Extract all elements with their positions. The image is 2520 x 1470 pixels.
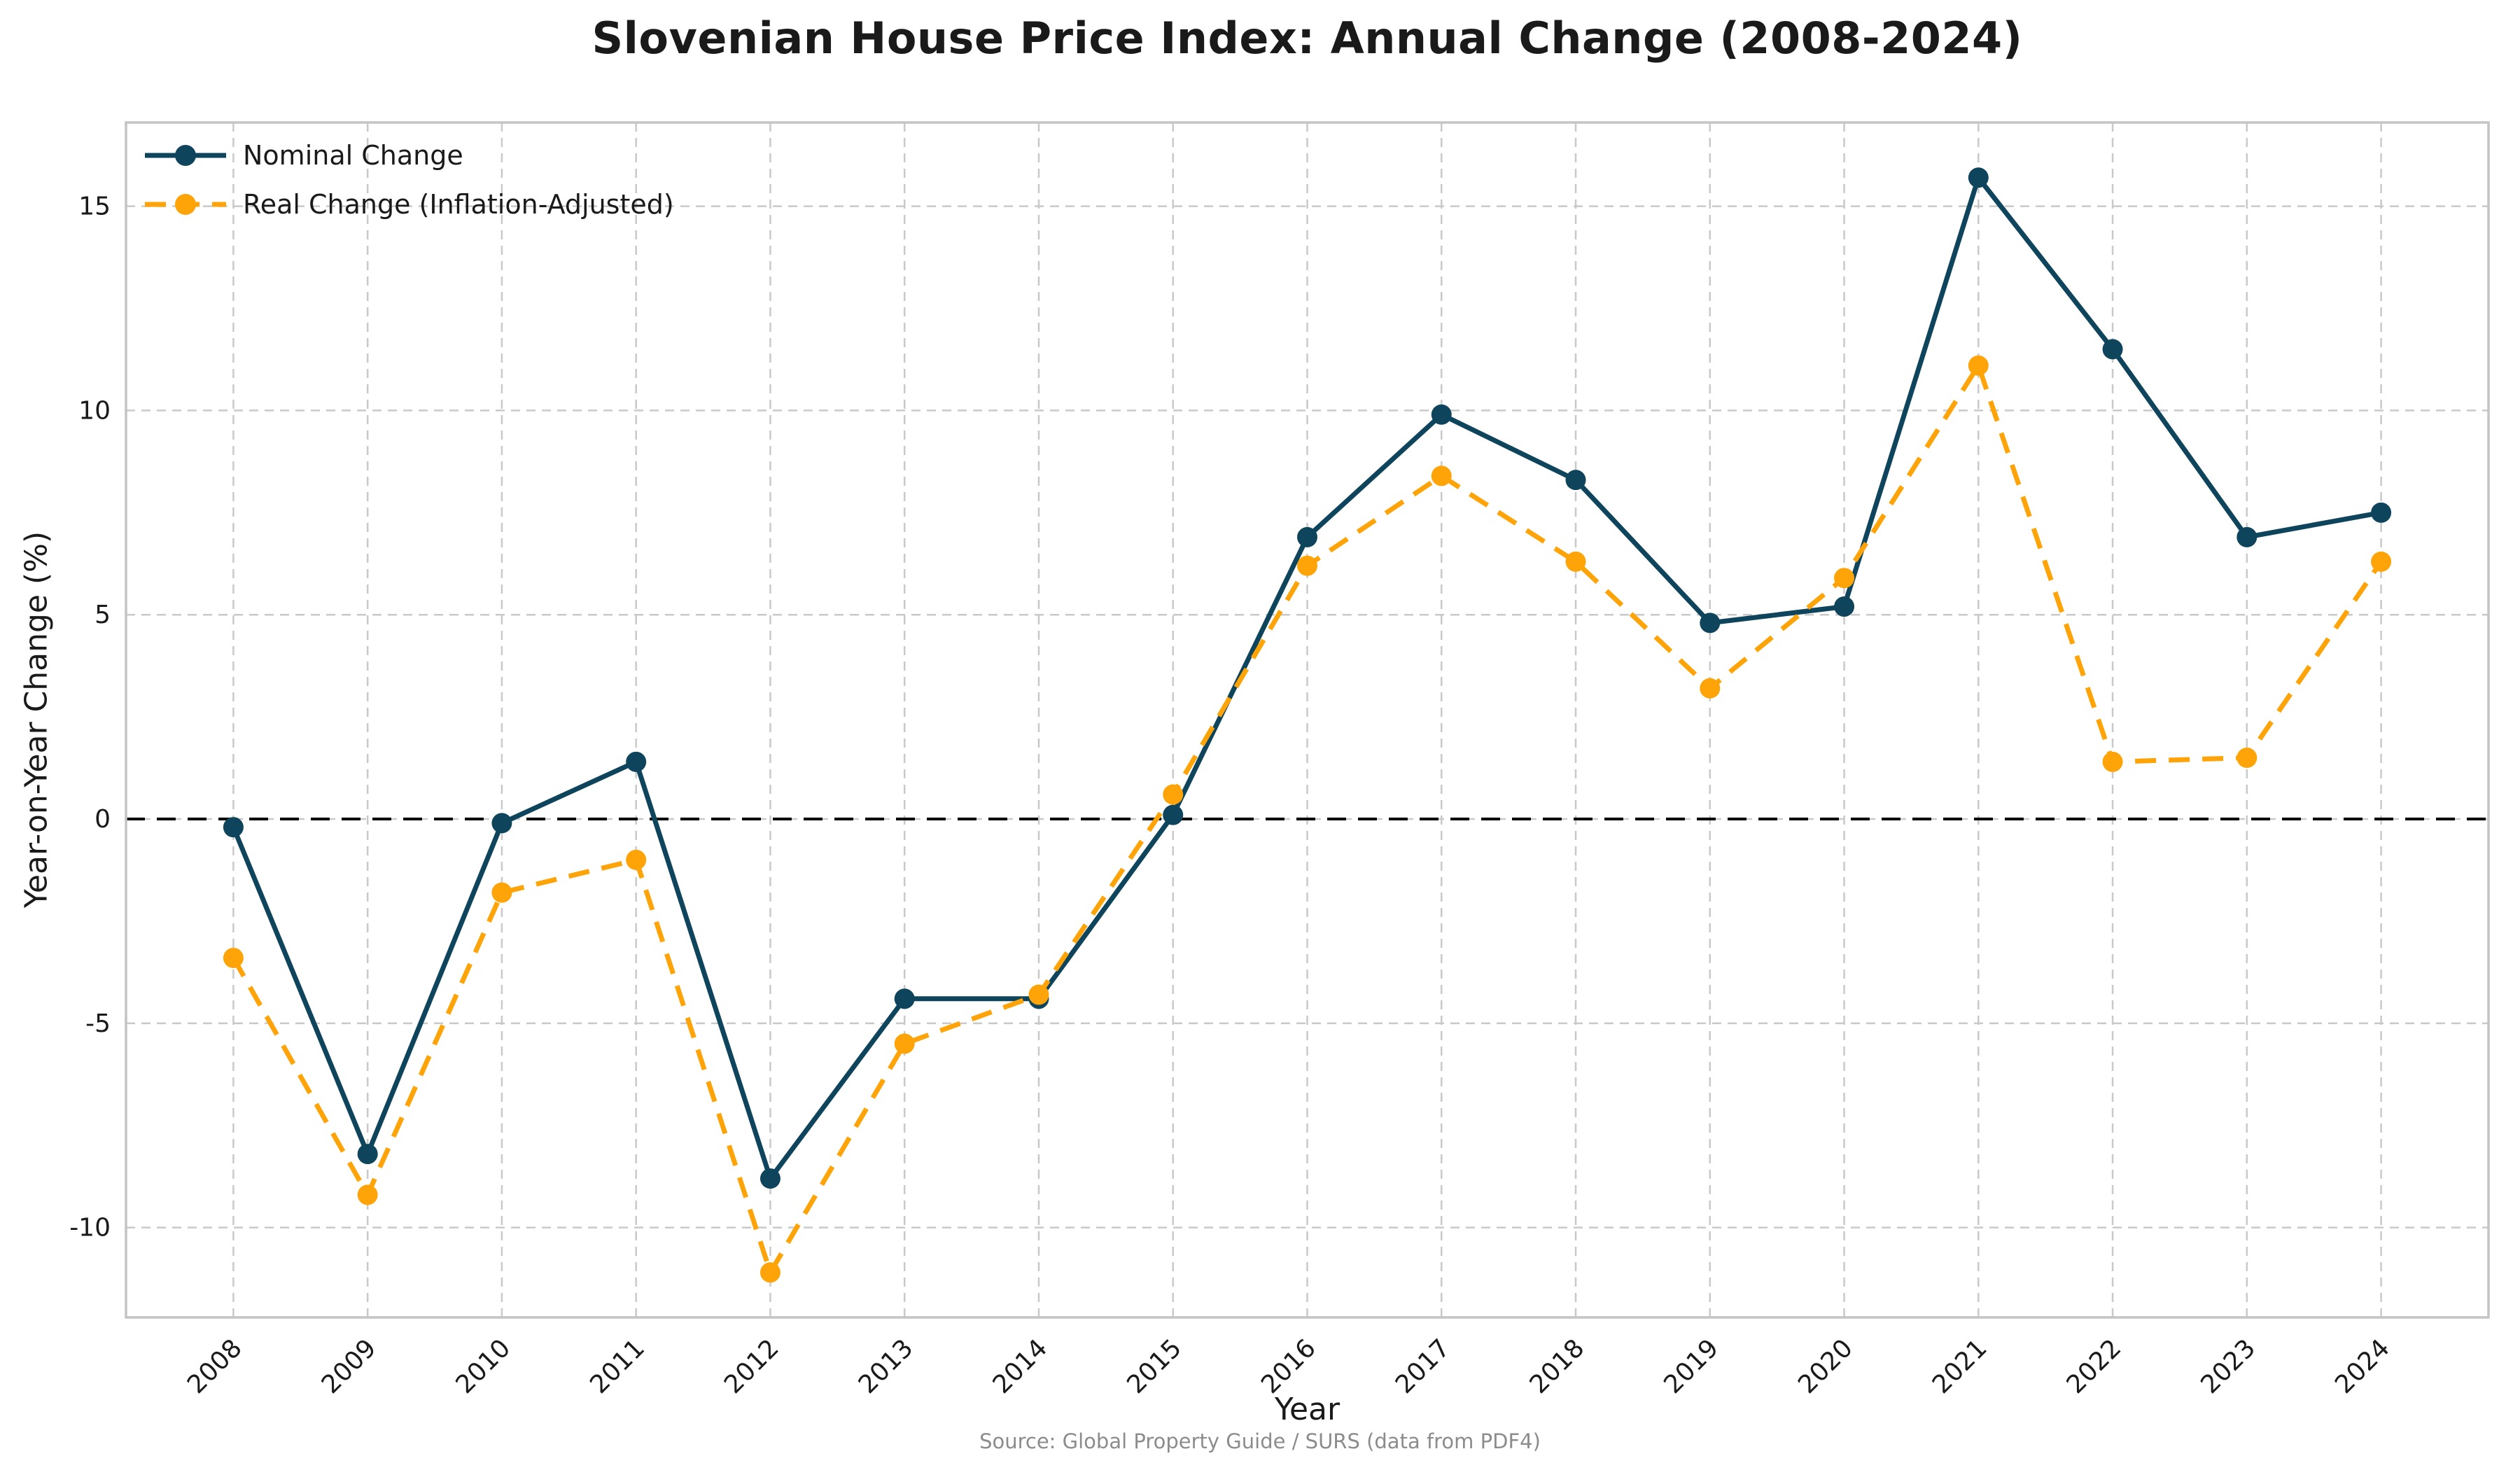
real-marker-2009 [357, 1184, 378, 1205]
x-tick-label-2021: 2021 [1927, 1334, 1993, 1399]
real-marker-2008 [223, 947, 244, 968]
real-marker-2022 [2102, 751, 2123, 772]
y-axis-label: Year-on-Year Change (%) [18, 531, 55, 909]
x-tick-label-2014: 2014 [988, 1334, 1054, 1399]
real-marker-2023 [2236, 747, 2258, 768]
legend: Nominal Change Real Change (Inflation-Ad… [144, 136, 674, 224]
y-tick-label--10: -10 [69, 1214, 111, 1242]
x-tick-label-2024: 2024 [2330, 1334, 2395, 1399]
x-tick-label-2012: 2012 [719, 1334, 785, 1399]
real-marker-2021 [1968, 355, 1989, 376]
y-tick-label-5: 5 [94, 601, 111, 629]
real-marker-2010 [491, 882, 512, 903]
real-marker-2020 [1834, 568, 1855, 589]
x-tick-label-2016: 2016 [1256, 1334, 1322, 1399]
plot-border [125, 121, 2490, 1319]
real-marker-2016 [1297, 555, 1317, 576]
nominal-marker-2013 [894, 988, 915, 1009]
nominal-marker-2008 [223, 817, 244, 838]
nominal-marker-2018 [1565, 470, 1586, 491]
chart-title: Slovenian House Price Index: Annual Chan… [592, 13, 2023, 64]
nominal-marker-2016 [1297, 526, 1317, 547]
real-marker-2019 [1700, 678, 1721, 699]
x-tick-label-2020: 2020 [1793, 1334, 1858, 1399]
real-series-swatch-icon [145, 194, 226, 215]
legend-label-nominal: Nominal Change [243, 140, 463, 171]
y-tick-label-15: 15 [78, 192, 111, 221]
real-marker-2014 [1028, 984, 1049, 1005]
nominal-marker-2022 [2102, 339, 2123, 360]
nominal-marker-2021 [1968, 167, 1989, 188]
nominal-marker-2015 [1163, 804, 1184, 825]
x-tick-label-2019: 2019 [1658, 1334, 1724, 1399]
x-tick-label-2022: 2022 [2062, 1334, 2127, 1399]
x-tick-label-2011: 2011 [584, 1334, 650, 1399]
legend-item-nominal: Nominal Change [144, 136, 674, 175]
nominal-marker-2019 [1700, 612, 1721, 634]
nominal-marker-2012 [760, 1168, 780, 1189]
nominal-marker-2023 [2236, 526, 2258, 547]
nominal-marker-2024 [2371, 502, 2392, 523]
legend-label-real: Real Change (Inflation-Adjusted) [243, 189, 674, 220]
x-tick-label-2017: 2017 [1390, 1334, 1456, 1399]
x-tick-label-2010: 2010 [451, 1334, 517, 1399]
real-marker-2018 [1565, 551, 1586, 572]
real-marker-2012 [760, 1262, 780, 1283]
nominal-marker-2020 [1834, 596, 1855, 617]
y-tick-label--5: -5 [85, 1009, 111, 1038]
x-axis-label: Year [1274, 1392, 1340, 1427]
x-tick-label-2023: 2023 [2195, 1334, 2261, 1399]
x-tick-label-2018: 2018 [1525, 1334, 1590, 1399]
legend-item-real: Real Change (Inflation-Adjusted) [144, 185, 674, 224]
real-marker-2011 [626, 849, 647, 870]
real-marker-2024 [2371, 551, 2392, 572]
real-marker-2017 [1431, 465, 1452, 486]
nominal-series-swatch-icon [145, 145, 226, 166]
nominal-marker-2017 [1431, 404, 1452, 425]
source-note: Source: Global Property Guide / SURS (da… [979, 1429, 1541, 1453]
real-marker-2013 [894, 1033, 915, 1054]
x-tick-label-2008: 2008 [182, 1334, 248, 1399]
y-tick-label-0: 0 [94, 805, 111, 834]
real-marker-2015 [1163, 784, 1184, 805]
nominal-marker-2011 [626, 751, 647, 772]
nominal-marker-2010 [491, 813, 512, 834]
x-tick-label-2013: 2013 [853, 1334, 919, 1399]
y-tick-label-10: 10 [78, 396, 111, 425]
x-tick-label-2009: 2009 [316, 1334, 382, 1399]
nominal-marker-2009 [357, 1144, 378, 1165]
x-tick-label-2015: 2015 [1121, 1334, 1187, 1399]
